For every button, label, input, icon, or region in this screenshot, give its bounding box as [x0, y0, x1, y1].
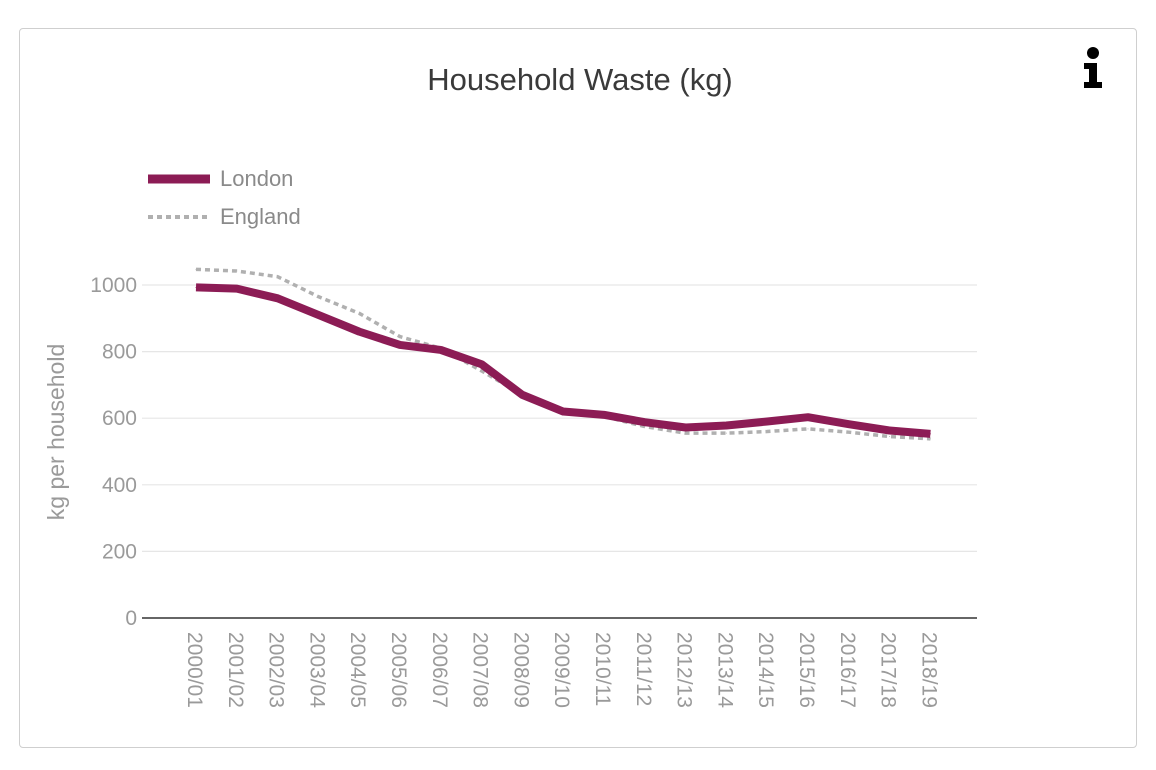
y-tick-label: 0: [125, 607, 137, 630]
data-point-london: [685, 427, 687, 429]
data-point-london: [277, 297, 279, 299]
data-point-london: [644, 421, 646, 423]
data-point-london: [481, 363, 483, 365]
y-tick-label: 600: [102, 407, 137, 430]
x-tick-label: 2007/08: [469, 632, 492, 708]
info-icon[interactable]: [1080, 46, 1106, 90]
data-point-england: [317, 296, 319, 298]
data-point-london: [807, 416, 809, 418]
x-tick-label: 2000/01: [183, 632, 206, 708]
legend-swatch-london: [148, 174, 210, 184]
data-point-england: [358, 312, 360, 314]
x-tick-label: 2006/07: [428, 632, 451, 708]
series-lines: [195, 267, 931, 441]
legend-label-london: London: [220, 166, 294, 191]
data-point-england: [236, 270, 238, 272]
data-point-london: [562, 411, 564, 413]
data-point-london: [848, 423, 850, 425]
x-tick-label: 2011/12: [632, 632, 655, 706]
y-tick-labels: 0 200 400 600 800 1000: [90, 274, 137, 630]
x-tick-label: 2013/14: [713, 632, 736, 708]
data-point-england: [725, 432, 727, 434]
data-point-london: [236, 288, 238, 290]
x-tick-label: 2004/05: [346, 632, 369, 708]
data-point-england: [889, 436, 891, 438]
data-point-england: [848, 431, 850, 433]
data-point-london: [929, 433, 931, 435]
y-tick-label: 1000: [90, 274, 137, 297]
data-point-london: [521, 394, 523, 396]
data-point-england: [644, 426, 646, 428]
data-point-england: [399, 336, 401, 338]
x-tick-labels: 2000/01 2001/02 2002/03 2003/04 2004/05 2005/…: [183, 632, 940, 708]
y-tick-label: 400: [102, 474, 137, 497]
x-tick-label: 2002/03: [265, 632, 288, 708]
data-point-london: [725, 425, 727, 427]
x-tick-label: 2005/06: [387, 632, 410, 708]
data-point-london: [317, 314, 319, 316]
data-point-london: [358, 331, 360, 333]
data-point-london: [195, 286, 197, 288]
data-point-england: [929, 438, 931, 440]
data-point-england: [807, 428, 809, 430]
x-tick-label: 2003/04: [305, 632, 328, 708]
y-axis-title: kg per household: [43, 344, 69, 520]
data-point-england: [195, 268, 197, 270]
x-tick-label: 2017/18: [877, 632, 900, 708]
data-point-london: [603, 414, 605, 416]
data-point-london: [889, 430, 891, 432]
x-tick-label: 2015/16: [795, 632, 818, 708]
data-point-england: [481, 370, 483, 372]
x-tick-label: 2001/02: [224, 632, 247, 708]
data-point-london: [399, 344, 401, 346]
data-point-england: [277, 276, 279, 278]
x-tick-label: 2016/17: [836, 632, 859, 708]
x-tick-label: 2010/11: [591, 632, 614, 706]
y-tick-label: 800: [102, 341, 137, 364]
data-point-england: [766, 431, 768, 433]
y-tick-label: 200: [102, 540, 137, 563]
data-point-england: [685, 432, 687, 434]
x-tick-label: 2009/10: [550, 632, 573, 708]
x-tick-label: 2018/19: [917, 632, 940, 708]
chart-card: [19, 28, 1137, 748]
data-point-london: [440, 349, 442, 351]
grid-lines: [142, 284, 977, 619]
data-point-london: [766, 421, 768, 423]
chart-title: Household Waste (kg): [427, 62, 733, 97]
x-tick-label: 2014/15: [754, 632, 777, 708]
x-tick-label: 2012/13: [673, 632, 696, 708]
x-tick-label: 2008/09: [509, 632, 532, 708]
legend-label-england: England: [220, 204, 301, 229]
legend-swatch-england: [148, 215, 210, 219]
